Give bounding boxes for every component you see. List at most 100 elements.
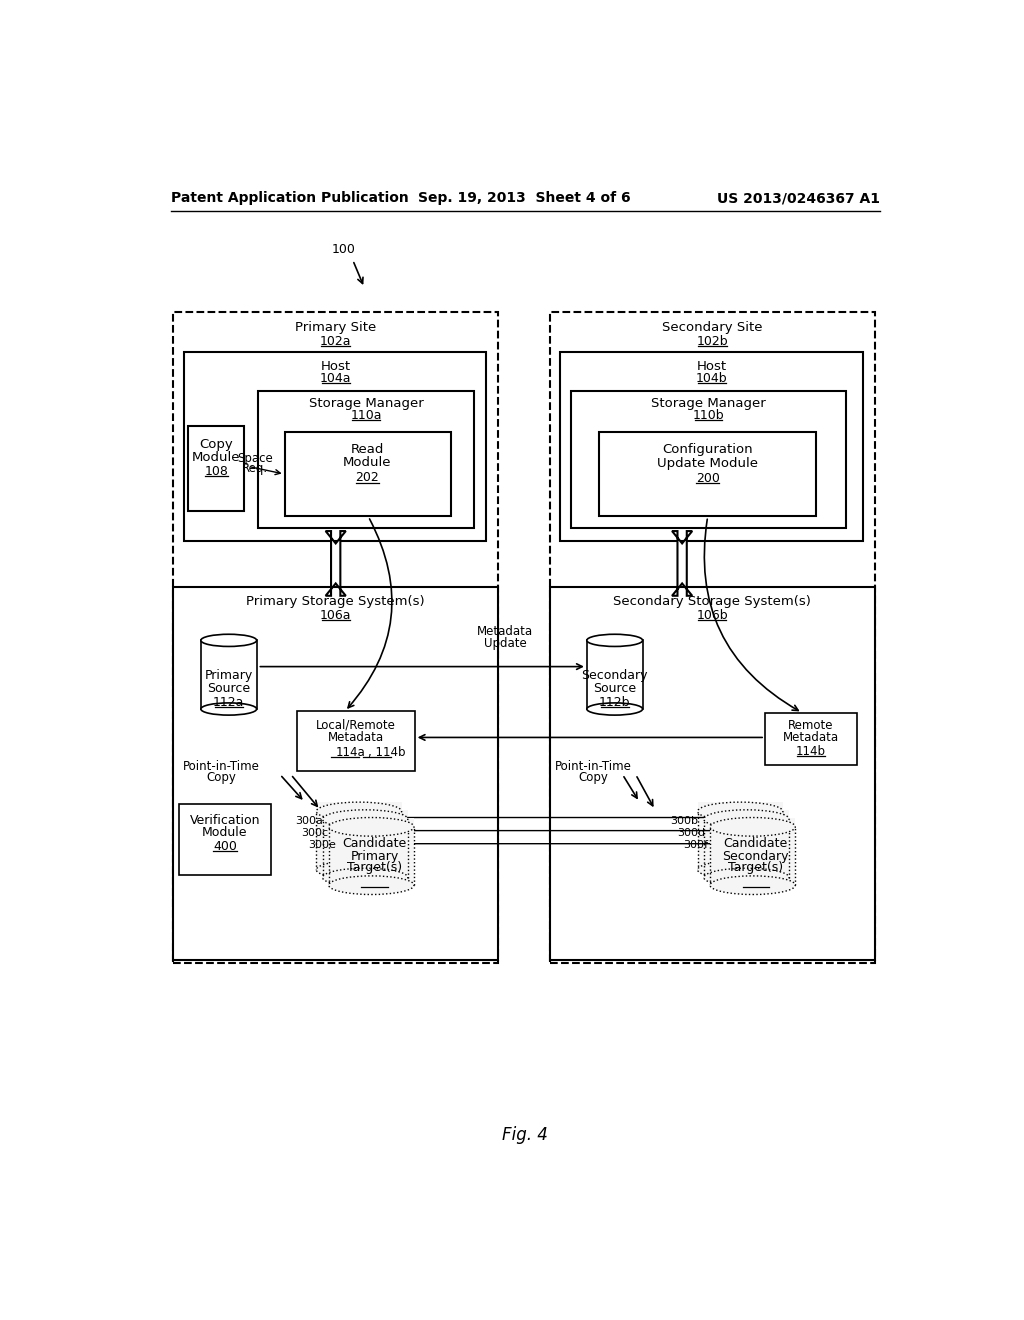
Bar	[560, 352, 862, 541]
Bar	[316, 803, 401, 870]
Text: Secondary: Secondary	[723, 850, 790, 862]
Bar	[587, 635, 643, 709]
Bar	[183, 352, 486, 541]
Bar	[258, 391, 474, 528]
Text: 300f: 300f	[683, 841, 708, 850]
Bar	[188, 426, 245, 511]
Text: 104b: 104b	[695, 372, 727, 385]
Ellipse shape	[710, 876, 796, 895]
Text: Source: Source	[207, 681, 250, 694]
Text: Copy: Copy	[579, 771, 608, 784]
Text: Module: Module	[202, 826, 248, 840]
Text: Candidate: Candidate	[342, 837, 407, 850]
Ellipse shape	[201, 704, 257, 715]
Ellipse shape	[587, 635, 643, 647]
Ellipse shape	[587, 704, 643, 715]
Text: 106b: 106b	[696, 610, 728, 622]
Text: Configuration: Configuration	[663, 444, 753, 455]
Bar	[285, 432, 452, 516]
Text: 300d: 300d	[677, 828, 705, 838]
Text: 108: 108	[205, 465, 228, 478]
Ellipse shape	[703, 869, 790, 887]
Text: 300b: 300b	[671, 816, 698, 825]
Text: Secondary Site: Secondary Site	[663, 321, 763, 334]
Text: Primary Site: Primary Site	[295, 321, 377, 334]
Text: Target(s): Target(s)	[728, 861, 783, 874]
Ellipse shape	[316, 861, 401, 879]
Ellipse shape	[329, 876, 414, 895]
Text: Point-in-Time: Point-in-Time	[555, 760, 632, 774]
Text: US 2013/0246367 A1: US 2013/0246367 A1	[717, 191, 880, 206]
Bar	[329, 817, 414, 886]
Text: 106a: 106a	[319, 610, 351, 622]
Text: 300e: 300e	[308, 841, 336, 850]
Text: Fig. 4: Fig. 4	[502, 1126, 548, 1143]
Bar	[550, 586, 876, 960]
Polygon shape	[672, 531, 692, 595]
Text: Metadata: Metadata	[328, 731, 384, 744]
Text: Secondary: Secondary	[582, 669, 648, 682]
Text: 114a: 114a	[336, 746, 366, 759]
Text: Target(s): Target(s)	[347, 861, 402, 874]
Text: Storage Manager: Storage Manager	[308, 397, 423, 409]
Text: Remote: Remote	[788, 718, 834, 731]
Bar	[550, 313, 876, 964]
Ellipse shape	[323, 810, 408, 829]
Text: 116b: 116b	[740, 875, 771, 888]
Text: Primary: Primary	[350, 850, 398, 862]
Text: 102a: 102a	[319, 335, 351, 348]
Ellipse shape	[201, 635, 257, 647]
Bar	[297, 711, 415, 771]
Text: Candidate: Candidate	[724, 837, 787, 850]
Text: 200: 200	[695, 473, 720, 486]
Text: Sep. 19, 2013  Sheet 4 of 6: Sep. 19, 2013 Sheet 4 of 6	[419, 191, 631, 206]
Text: , 114b: , 114b	[369, 746, 406, 759]
Text: Patent Application Publication: Patent Application Publication	[171, 191, 409, 206]
Ellipse shape	[703, 810, 790, 829]
Text: Host: Host	[321, 360, 351, 372]
Bar	[765, 713, 856, 766]
Text: 112a: 112a	[213, 696, 245, 709]
Ellipse shape	[323, 869, 408, 887]
Text: 112b: 112b	[599, 696, 631, 709]
Text: 300a: 300a	[295, 816, 324, 825]
Bar	[697, 803, 783, 870]
Text: 110b: 110b	[692, 409, 724, 422]
Text: Primary Storage System(s): Primary Storage System(s)	[247, 595, 425, 609]
Text: Source: Source	[593, 681, 636, 694]
Text: Module: Module	[343, 455, 392, 469]
Text: Read: Read	[351, 444, 384, 455]
Text: 116a: 116a	[358, 875, 390, 888]
Bar	[201, 635, 257, 709]
Text: Space: Space	[238, 453, 273, 465]
Text: Secondary Storage System(s): Secondary Storage System(s)	[613, 595, 811, 609]
Bar	[571, 391, 847, 528]
Text: Copy: Copy	[200, 438, 233, 451]
Text: Host: Host	[696, 360, 727, 372]
Text: Verification: Verification	[189, 814, 260, 828]
Bar	[599, 432, 816, 516]
Text: Point-in-Time: Point-in-Time	[182, 760, 259, 774]
Bar	[173, 313, 499, 964]
Text: 102b: 102b	[696, 335, 728, 348]
Text: Metadata: Metadata	[477, 626, 534, 639]
Text: Module: Module	[193, 451, 241, 465]
Ellipse shape	[697, 803, 783, 821]
Bar	[703, 810, 790, 878]
Ellipse shape	[697, 861, 783, 879]
Text: Storage Manager: Storage Manager	[651, 397, 766, 409]
Text: Update: Update	[484, 638, 526, 649]
Text: 100: 100	[332, 243, 355, 256]
Text: Metadata: Metadata	[782, 731, 839, 744]
Text: 114b: 114b	[796, 744, 825, 758]
Text: 400: 400	[213, 841, 237, 853]
Text: Local/Remote: Local/Remote	[316, 718, 396, 731]
Ellipse shape	[710, 817, 796, 836]
Ellipse shape	[329, 817, 414, 836]
Bar	[173, 586, 499, 960]
Polygon shape	[326, 531, 346, 595]
Text: Copy: Copy	[206, 771, 236, 784]
Text: 110a: 110a	[350, 409, 382, 422]
Bar	[323, 810, 408, 878]
Text: Update Module: Update Module	[657, 457, 758, 470]
